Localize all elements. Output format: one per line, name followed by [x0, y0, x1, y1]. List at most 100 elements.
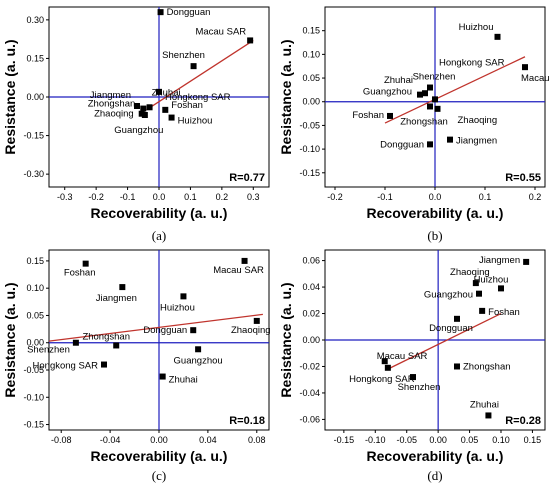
panel-d-point-label: Dongguan — [429, 323, 473, 334]
panel-d-x-tick-label: -0.05 — [396, 435, 417, 445]
panel-c-point — [159, 373, 166, 380]
panel-d-y-axis-title: Resistance (a. u.) — [278, 282, 294, 397]
panel-a-point-label: Zhongshan — [88, 99, 136, 110]
panel-a-point-label: Zhaoqing — [94, 109, 134, 120]
panel-d-y-tick-label: 0.00 — [302, 335, 320, 345]
panel-d-point-label: Hongkong SAR — [349, 374, 415, 385]
panel-a-x-tick-label: 0.0 — [153, 192, 166, 202]
panel-b-point-label: Macau SAR — [521, 73, 550, 84]
panel-c-point — [82, 260, 89, 267]
panel-b-x-axis-title: Recoverability (a. u.) — [367, 205, 504, 221]
panel-c-x-tick-label: 0.04 — [199, 435, 217, 445]
panel-b-r-value: R=0.55 — [505, 172, 541, 184]
panel-d-x-tick-label: 0.10 — [492, 435, 510, 445]
panel-b-point-label: Huizhou — [459, 22, 494, 33]
panel-d-point-label: Zhongshan — [463, 361, 511, 372]
panel-b-point — [427, 103, 433, 110]
panel-a-point — [162, 106, 169, 113]
panel-d-fit-line — [387, 312, 502, 370]
panel-d-y-tick-label: -0.04 — [299, 388, 320, 398]
panel-a-point-label: Jiangmen — [90, 90, 131, 101]
panel-d-y-tick-label: 0.06 — [302, 256, 320, 266]
panel-a-y-tick-label: 0.30 — [26, 15, 44, 25]
panel-c-point-label: Guangzhou — [174, 355, 223, 366]
panel-a-point — [190, 63, 197, 70]
panel-a-point — [146, 104, 153, 111]
panel-b-fit-line — [384, 56, 526, 124]
panel-b-point — [432, 96, 438, 103]
panel-a-caption-label: (a) — [152, 228, 166, 243]
panel-b-point-label: Shenzhen — [413, 72, 456, 83]
panel-b-y-axis-title: Resistance (a. u.) — [278, 39, 294, 154]
panel-d-x-axis-title: Recoverability (a. u.) — [367, 448, 504, 464]
panel-b-caption-label: (b) — [427, 228, 442, 243]
panel-b-point-label: Zhongshan — [400, 116, 448, 127]
panel-d-y-tick-label: -0.06 — [299, 414, 320, 424]
panel-c-y-tick-label: 0.05 — [26, 310, 44, 320]
panel-c-y-tick-label: -0.15 — [23, 420, 44, 430]
panel-a-x-tick-label: 0.2 — [216, 192, 229, 202]
panel-c-point — [119, 284, 126, 291]
panel-d-point — [384, 364, 391, 371]
panel-c-caption-label: (c) — [152, 468, 166, 483]
panel-c-point-label: Macau SAR — [213, 265, 264, 276]
panel-c-point-label: Huizhou — [160, 302, 195, 313]
panel-d-point — [479, 307, 486, 314]
panel-c-y-tick-label: 0.10 — [26, 283, 44, 293]
panel-d-y-tick-label: 0.02 — [302, 309, 320, 319]
panel-d-y-tick-label: -0.02 — [299, 361, 320, 371]
panel-d-point — [485, 412, 492, 419]
panel-d-x-tick-label: -0.10 — [365, 435, 386, 445]
panel-c-point-label: Hongkong SAR — [33, 361, 99, 372]
panel-b-point — [422, 90, 428, 97]
panel-b-point — [427, 84, 433, 91]
panel-c-point-label: Zhuhai — [169, 375, 198, 386]
panel-b-y-tick-label: 0.10 — [302, 49, 320, 59]
panel-c-y-tick-label: 0.00 — [26, 338, 44, 348]
panel-d-x-tick-label: 0.15 — [524, 435, 542, 445]
panel-c-point-label: Dongguan — [143, 325, 187, 336]
panel-c-point-label: Zhongshan — [82, 331, 130, 342]
panel-b-point — [494, 33, 501, 40]
panel-d-point-label: Shenzhen — [398, 382, 441, 393]
panel-a-x-tick-label: 0.1 — [184, 192, 197, 202]
panel-c-y-tick-label: -0.05 — [23, 365, 44, 375]
panel-d-point — [472, 280, 479, 287]
panel-a-point — [140, 105, 147, 112]
panel-b-point-label: Foshan — [352, 110, 384, 121]
panel-b-point-label: Guangzhou — [363, 87, 412, 98]
panel-a-y-tick-label: 0.15 — [26, 53, 44, 63]
panel-d-r-value: R=0.28 — [505, 415, 541, 427]
panel-a-x-tick-label: 0.3 — [247, 192, 260, 202]
panel-b-x-tick-label: 0.1 — [479, 192, 492, 202]
panel-c-y-tick-label: 0.15 — [26, 256, 44, 266]
panel-a-point — [247, 37, 254, 44]
panel-a-x-tick-label: -0.1 — [120, 192, 136, 202]
panel-a-x-tick-label: -0.2 — [88, 192, 104, 202]
panel-b-point — [417, 91, 423, 98]
panel-a-point-label: Guangzhou — [114, 125, 163, 136]
panel-c-point — [195, 346, 202, 353]
panel-d-point-label: Macau SAR — [377, 351, 428, 362]
panel-b-point-label: Hongkong SAR — [439, 57, 505, 68]
panel-c-point-label: Foshan — [64, 268, 96, 279]
panel-d-point-label: Guangzhou — [424, 290, 473, 301]
panel-c-point — [241, 257, 248, 264]
panel-c-y-axis-title: Resistance (a. u.) — [2, 282, 18, 397]
panel-b-x-tick-label: -0.1 — [377, 192, 393, 202]
panel-d-point-label: Zhaoqing — [450, 267, 490, 278]
panel-b-point-label: Dongguan — [380, 139, 424, 150]
panel-a-point-label: Shenzhen — [162, 50, 205, 61]
panel-a-point-label: Dongguan — [167, 7, 211, 18]
panel-b-point — [522, 64, 528, 71]
panel-b-point-label: Zhuhai — [384, 75, 413, 86]
panel-d-point — [381, 358, 388, 365]
panel-d-point-label: Foshan — [488, 307, 520, 318]
panel-c-point — [253, 317, 260, 324]
panel-a-point — [134, 103, 140, 109]
panel-b-point-label: Jiangmen — [456, 136, 497, 147]
panel-a-point — [157, 9, 164, 16]
panel-a-point-label: Foshan — [171, 100, 203, 111]
panel-a-x-axis-title: Recoverability (a. u.) — [91, 205, 228, 221]
panel-b-point — [447, 136, 453, 143]
